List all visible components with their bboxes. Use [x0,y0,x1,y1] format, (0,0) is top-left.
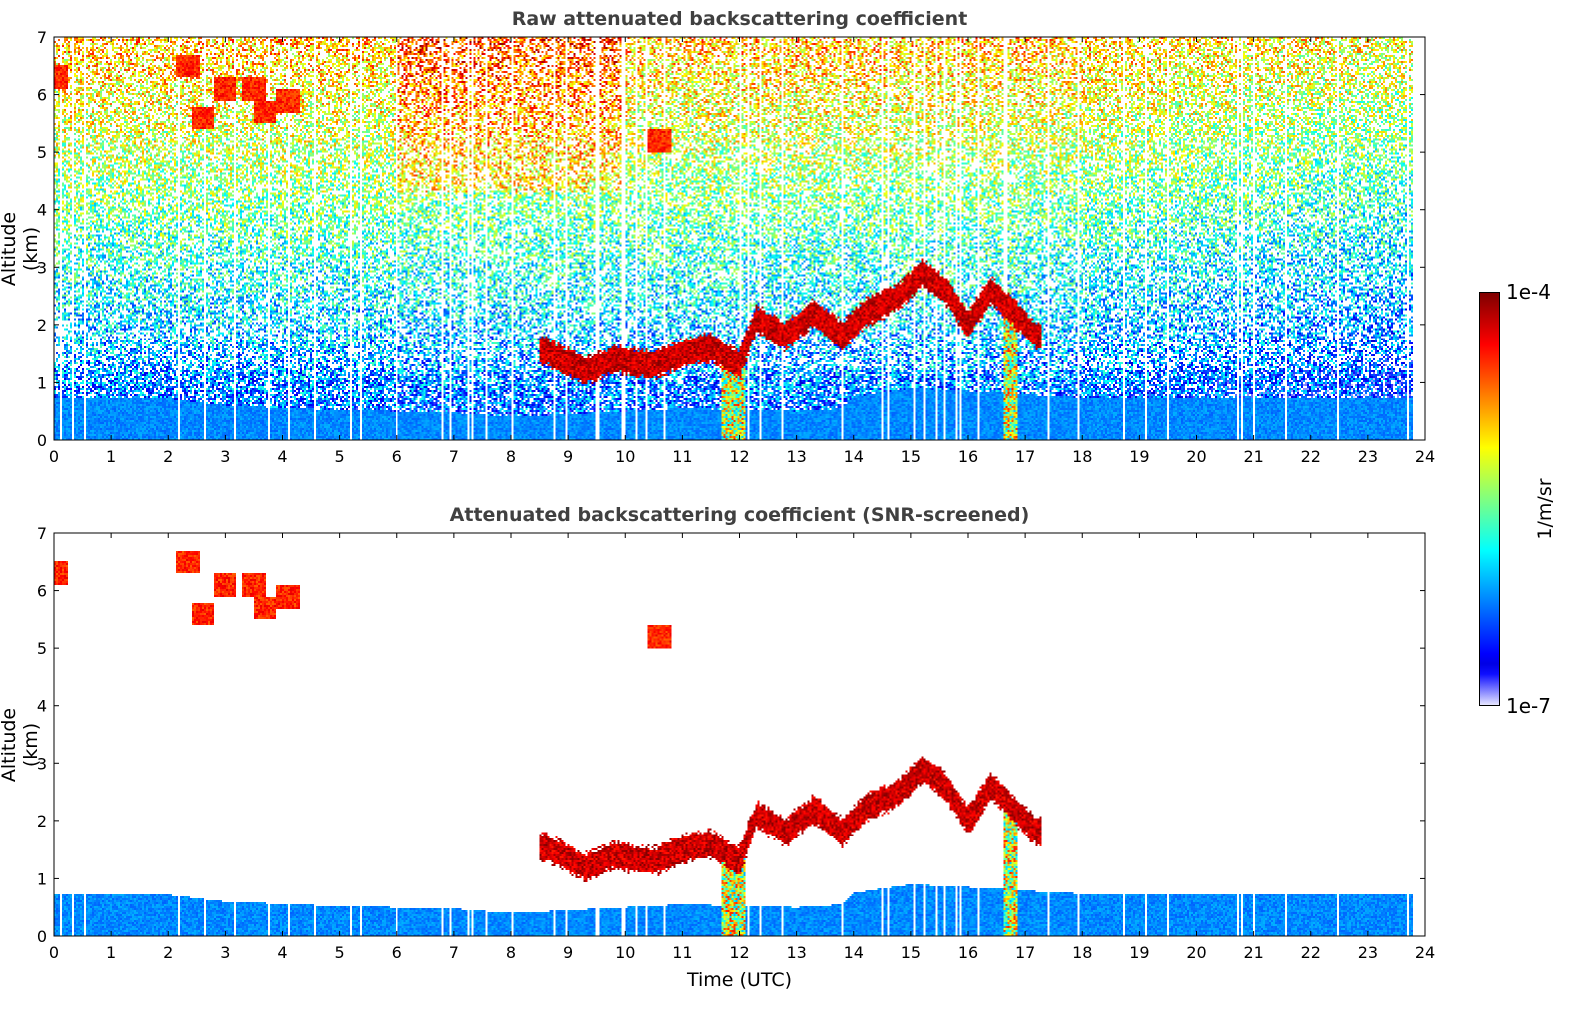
heatmap-raw [54,37,1425,440]
y-tick-label-raw: 6 [37,86,47,105]
x-tick-label-raw: 24 [1415,447,1435,466]
x-tick-label-snr: 11 [672,943,692,962]
x-tick-label-raw: 3 [220,447,230,466]
x-tick-label-raw: 14 [844,447,864,466]
x-tick-label-raw: 16 [958,447,978,466]
x-tick-label-snr: 16 [958,943,978,962]
x-tick-label-snr: 14 [844,943,864,962]
x-axis-label: Time (UTC) [686,969,793,991]
plot-frame-raw [53,36,1426,441]
x-tick-label-snr: 23 [1358,943,1378,962]
heatmap-snr [54,533,1425,936]
y-axis-label-raw: Altitude (km) [0,211,42,287]
x-tick-label-snr: 8 [506,943,516,962]
y-tick-label-raw: 4 [37,201,47,220]
colorbar-max-label: 1e-4 [1506,280,1551,304]
x-tick-label-snr: 10 [615,943,635,962]
y-tick-label-snr: 0 [37,927,47,946]
x-tick-label-snr: 15 [901,943,921,962]
colorbar-unit-label: 1/m/sr [1534,478,1556,540]
x-tick-label-raw: 19 [1129,447,1149,466]
x-tick-label-raw: 10 [615,447,635,466]
x-tick-label-snr: 21 [1243,943,1263,962]
colorbar [1479,292,1500,706]
x-tick-label-snr: 19 [1129,943,1149,962]
y-tick-label-raw: 5 [37,143,47,162]
panel-title-snr: Attenuated backscattering coefficient (S… [449,504,1030,526]
x-tick-label-raw: 20 [1186,447,1206,466]
x-tick-label-snr: 1 [106,943,116,962]
y-tick-label-snr: 4 [37,697,47,716]
y-tick-label-raw: 1 [37,373,47,392]
x-tick-label-snr: 13 [786,943,806,962]
x-tick-label-snr: 0 [49,943,59,962]
plot-frame-snr [53,532,1426,937]
x-tick-label-raw: 15 [901,447,921,466]
y-tick-label-snr: 1 [37,869,47,888]
y-tick-label-raw: 0 [37,431,47,450]
x-tick-label-snr: 4 [277,943,287,962]
y-tick-label-snr: 6 [37,582,47,601]
x-tick-label-raw: 12 [729,447,749,466]
x-tick-label-raw: 13 [786,447,806,466]
x-tick-label-snr: 20 [1186,943,1206,962]
x-tick-label-raw: 1 [106,447,116,466]
x-tick-label-snr: 18 [1072,943,1092,962]
x-tick-label-snr: 5 [335,943,345,962]
y-tick-label-raw: 3 [37,258,47,277]
panel-title-raw: Raw attenuated backscattering coefficien… [511,8,968,30]
y-tick-label-raw: 7 [37,28,47,47]
y-tick-label-snr: 2 [37,812,47,831]
x-tick-label-raw: 7 [449,447,459,466]
x-tick-label-raw: 0 [49,447,59,466]
x-tick-label-raw: 5 [335,447,345,466]
x-tick-label-raw: 23 [1358,447,1378,466]
x-tick-label-raw: 2 [163,447,173,466]
colorbar-min-label: 1e-7 [1506,694,1551,718]
x-tick-label-snr: 24 [1415,943,1435,962]
x-tick-label-raw: 4 [277,447,287,466]
x-tick-label-snr: 17 [1015,943,1035,962]
y-tick-label-snr: 5 [37,639,47,658]
x-tick-label-snr: 2 [163,943,173,962]
y-tick-label-raw: 2 [37,316,47,335]
x-tick-label-snr: 3 [220,943,230,962]
x-tick-label-raw: 17 [1015,447,1035,466]
x-tick-label-raw: 21 [1243,447,1263,466]
x-tick-label-raw: 8 [506,447,516,466]
x-tick-label-raw: 11 [672,447,692,466]
x-tick-label-snr: 6 [392,943,402,962]
x-tick-label-raw: 6 [392,447,402,466]
y-tick-label-snr: 3 [37,754,47,773]
y-tick-label-snr: 7 [37,524,47,543]
x-tick-label-snr: 22 [1301,943,1321,962]
x-tick-label-raw: 22 [1301,447,1321,466]
x-tick-label-snr: 9 [563,943,573,962]
x-tick-label-snr: 12 [729,943,749,962]
x-tick-label-raw: 9 [563,447,573,466]
x-tick-label-snr: 7 [449,943,459,962]
x-tick-label-raw: 18 [1072,447,1092,466]
y-axis-label-snr: Altitude (km) [0,707,42,783]
